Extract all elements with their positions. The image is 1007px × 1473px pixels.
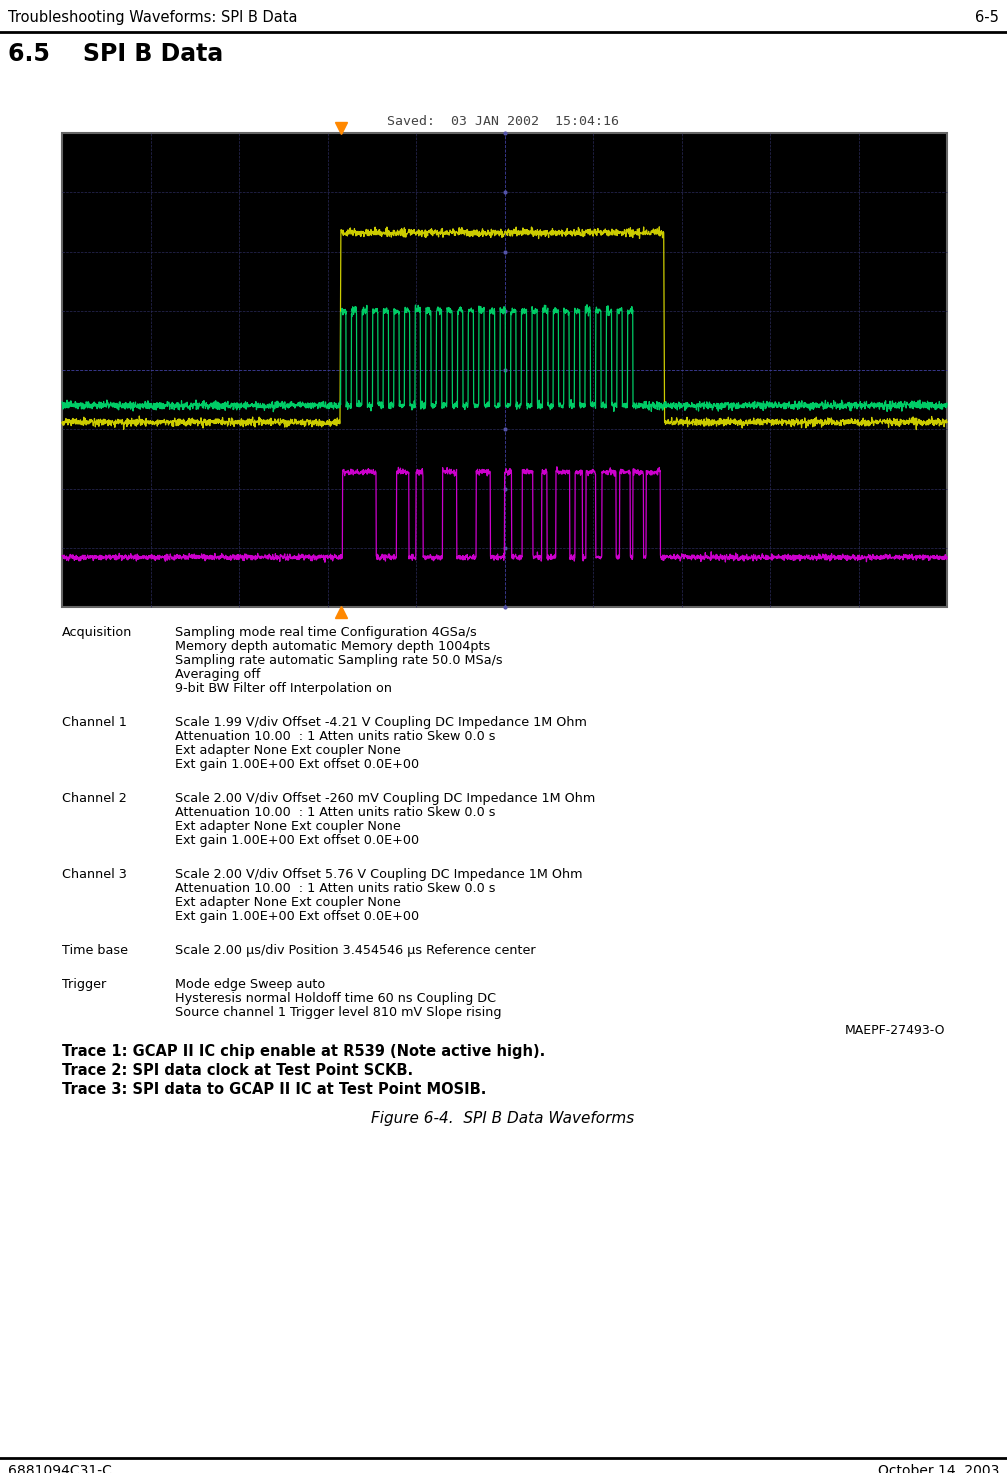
Text: Trigger: Trigger <box>62 978 107 991</box>
Text: Troubleshooting Waveforms: SPI B Data: Troubleshooting Waveforms: SPI B Data <box>8 10 297 25</box>
Text: Trace 1: GCAP II IC chip enable at R539 (Note active high).: Trace 1: GCAP II IC chip enable at R539 … <box>62 1044 545 1059</box>
Text: 9-bit BW Filter off Interpolation on: 9-bit BW Filter off Interpolation on <box>175 682 392 695</box>
Text: Acquisition: Acquisition <box>62 626 132 639</box>
Text: 6-5: 6-5 <box>975 10 999 25</box>
Text: Averaging off: Averaging off <box>175 667 261 681</box>
Text: Ext adapter None Ext coupler None: Ext adapter None Ext coupler None <box>175 820 401 834</box>
Text: Figure 6-4.  SPI B Data Waveforms: Figure 6-4. SPI B Data Waveforms <box>372 1111 634 1125</box>
Text: Attenuation 10.00  : 1 Atten units ratio Skew 0.0 s: Attenuation 10.00 : 1 Atten units ratio … <box>175 731 495 742</box>
Text: Sampling mode real time Configuration 4GSa/s: Sampling mode real time Configuration 4G… <box>175 626 476 639</box>
Text: 6881094C31-C: 6881094C31-C <box>8 1464 112 1473</box>
Text: Saved:  03 JAN 2002  15:04:16: Saved: 03 JAN 2002 15:04:16 <box>387 115 619 128</box>
Text: Trace 2: SPI data clock at Test Point SCKB.: Trace 2: SPI data clock at Test Point SC… <box>62 1064 413 1078</box>
Text: Ext adapter None Ext coupler None: Ext adapter None Ext coupler None <box>175 896 401 909</box>
Text: Time base: Time base <box>62 944 128 957</box>
Text: October 14, 2003: October 14, 2003 <box>878 1464 999 1473</box>
Text: Channel 2: Channel 2 <box>62 792 127 806</box>
Text: Attenuation 10.00  : 1 Atten units ratio Skew 0.0 s: Attenuation 10.00 : 1 Atten units ratio … <box>175 882 495 896</box>
Text: Scale 2.00 V/div Offset 5.76 V Coupling DC Impedance 1M Ohm: Scale 2.00 V/div Offset 5.76 V Coupling … <box>175 868 582 881</box>
Text: 6.5    SPI B Data: 6.5 SPI B Data <box>8 43 224 66</box>
Text: Ext adapter None Ext coupler None: Ext adapter None Ext coupler None <box>175 744 401 757</box>
Text: Trace 3: SPI data to GCAP II IC at Test Point MOSIB.: Trace 3: SPI data to GCAP II IC at Test … <box>62 1083 486 1097</box>
Text: Scale 2.00 V/div Offset -260 mV Coupling DC Impedance 1M Ohm: Scale 2.00 V/div Offset -260 mV Coupling… <box>175 792 595 806</box>
Text: MAEPF-27493-O: MAEPF-27493-O <box>845 1024 945 1037</box>
Bar <box>62 133 947 607</box>
Text: Channel 1: Channel 1 <box>62 716 127 729</box>
Text: Scale 1.99 V/div Offset -4.21 V Coupling DC Impedance 1M Ohm: Scale 1.99 V/div Offset -4.21 V Coupling… <box>175 716 587 729</box>
Text: Channel 3: Channel 3 <box>62 868 127 881</box>
Text: Scale 2.00 μs/div Position 3.454546 μs Reference center: Scale 2.00 μs/div Position 3.454546 μs R… <box>175 944 536 957</box>
Text: Attenuation 10.00  : 1 Atten units ratio Skew 0.0 s: Attenuation 10.00 : 1 Atten units ratio … <box>175 806 495 819</box>
Text: Ext gain 1.00E+00 Ext offset 0.0E+00: Ext gain 1.00E+00 Ext offset 0.0E+00 <box>175 834 419 847</box>
Text: Sampling rate automatic Sampling rate 50.0 MSa/s: Sampling rate automatic Sampling rate 50… <box>175 654 502 667</box>
Text: Hysteresis normal Holdoff time 60 ns Coupling DC: Hysteresis normal Holdoff time 60 ns Cou… <box>175 991 496 1005</box>
Text: Ext gain 1.00E+00 Ext offset 0.0E+00: Ext gain 1.00E+00 Ext offset 0.0E+00 <box>175 910 419 924</box>
Text: Source channel 1 Trigger level 810 mV Slope rising: Source channel 1 Trigger level 810 mV Sl… <box>175 1006 501 1019</box>
Text: Mode edge Sweep auto: Mode edge Sweep auto <box>175 978 325 991</box>
Text: Ext gain 1.00E+00 Ext offset 0.0E+00: Ext gain 1.00E+00 Ext offset 0.0E+00 <box>175 759 419 770</box>
Text: Memory depth automatic Memory depth 1004pts: Memory depth automatic Memory depth 1004… <box>175 639 490 653</box>
